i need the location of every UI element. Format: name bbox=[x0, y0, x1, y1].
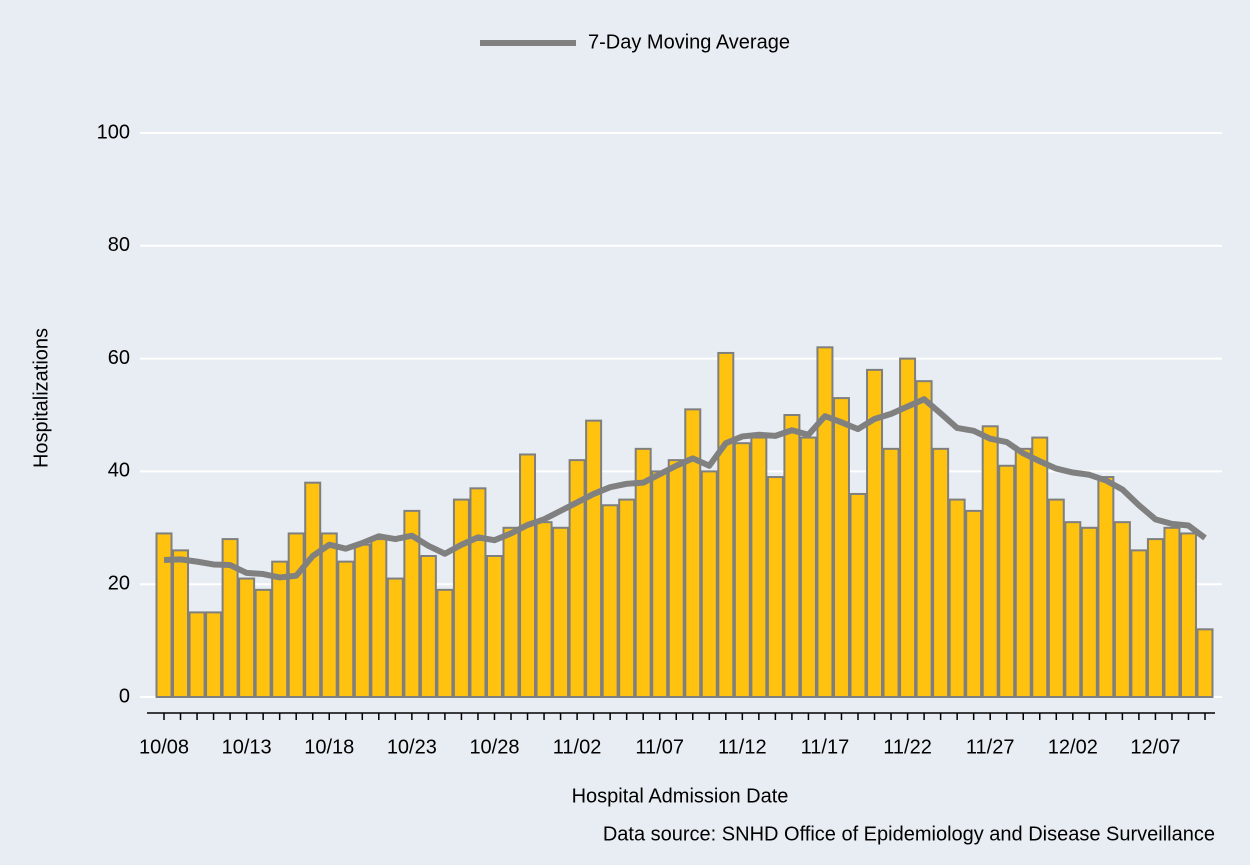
bar bbox=[618, 498, 636, 698]
bar bbox=[320, 532, 338, 698]
moving-average-line bbox=[163, 396, 1207, 581]
bar bbox=[667, 459, 685, 698]
bar bbox=[932, 447, 950, 698]
bar bbox=[948, 498, 966, 698]
bar bbox=[1080, 526, 1098, 698]
x-tick-label: 10/08 bbox=[139, 736, 189, 758]
x-tick-label: 11/12 bbox=[718, 736, 767, 758]
bar bbox=[287, 532, 305, 698]
bar bbox=[1097, 476, 1115, 699]
bar bbox=[899, 357, 917, 698]
bar bbox=[816, 346, 834, 698]
bar bbox=[485, 555, 503, 698]
y-tick-label: 0 bbox=[119, 685, 130, 707]
bar bbox=[370, 538, 388, 699]
bar bbox=[717, 351, 735, 698]
bar bbox=[403, 509, 421, 698]
bar bbox=[799, 436, 817, 698]
bar bbox=[419, 555, 437, 698]
source-note: Data source: SNHD Office of Epidemiology… bbox=[603, 823, 1215, 845]
bar bbox=[221, 538, 239, 699]
bar bbox=[783, 414, 801, 698]
bar bbox=[684, 408, 702, 698]
bar bbox=[552, 526, 570, 698]
bar bbox=[651, 470, 669, 698]
bar bbox=[700, 470, 718, 698]
x-tick-label: 12/07 bbox=[1130, 736, 1180, 758]
x-tick-label: 12/02 bbox=[1048, 736, 1098, 758]
bar bbox=[1047, 498, 1065, 698]
bar bbox=[1130, 549, 1148, 698]
x-axis-title: Hospital Admission Date bbox=[572, 785, 789, 807]
x-tick-label: 11/17 bbox=[801, 736, 850, 758]
y-tick-label: 80 bbox=[108, 234, 130, 256]
bar bbox=[766, 476, 784, 699]
x-tick-label: 11/07 bbox=[635, 736, 684, 758]
bar bbox=[915, 380, 933, 698]
x-tick-label: 10/18 bbox=[304, 736, 354, 758]
bar bbox=[172, 549, 190, 698]
x-tick-label: 10/23 bbox=[387, 736, 437, 758]
x-tick-label: 11/27 bbox=[966, 736, 1015, 758]
bar bbox=[965, 509, 983, 698]
x-tick-label: 10/28 bbox=[469, 736, 519, 758]
bar bbox=[1146, 538, 1164, 699]
bar bbox=[882, 447, 900, 698]
y-axis-title: Hospitalizations bbox=[30, 328, 52, 468]
bar bbox=[998, 464, 1016, 699]
bar bbox=[519, 453, 537, 699]
bar bbox=[568, 459, 586, 698]
bar bbox=[1113, 521, 1131, 698]
bar bbox=[304, 481, 322, 698]
bar bbox=[452, 498, 470, 698]
bar bbox=[205, 611, 223, 699]
bar bbox=[254, 588, 272, 699]
bar bbox=[585, 419, 603, 698]
x-tick-label: 11/02 bbox=[553, 736, 602, 758]
bar bbox=[1031, 436, 1049, 698]
bar bbox=[386, 577, 404, 698]
y-tick-label: 20 bbox=[108, 572, 130, 594]
bar bbox=[188, 611, 206, 699]
bar bbox=[866, 368, 884, 698]
bar bbox=[733, 442, 751, 699]
bar bbox=[353, 543, 371, 698]
bar bbox=[535, 521, 553, 698]
bar bbox=[1064, 521, 1082, 698]
bar bbox=[981, 425, 999, 698]
bar bbox=[337, 560, 355, 699]
bar bbox=[1163, 526, 1181, 698]
bar bbox=[750, 436, 768, 698]
bar bbox=[832, 397, 850, 698]
bar bbox=[469, 487, 487, 698]
x-tick-label: 11/22 bbox=[883, 736, 932, 758]
bar bbox=[436, 588, 454, 699]
x-tick-label: 10/13 bbox=[222, 736, 272, 758]
bar bbox=[271, 560, 289, 699]
bar bbox=[634, 447, 652, 698]
legend-label: 7-Day Moving Average bbox=[588, 31, 790, 53]
y-tick-label: 100 bbox=[97, 121, 130, 143]
bar bbox=[1196, 628, 1214, 699]
bar bbox=[155, 532, 173, 698]
bar bbox=[849, 492, 867, 698]
bar bbox=[601, 504, 619, 698]
y-tick-label: 60 bbox=[108, 347, 130, 369]
bar bbox=[238, 577, 256, 698]
bar bbox=[502, 526, 520, 698]
bar bbox=[1179, 532, 1197, 698]
bar bbox=[1014, 447, 1032, 698]
y-tick-label: 40 bbox=[108, 460, 130, 482]
